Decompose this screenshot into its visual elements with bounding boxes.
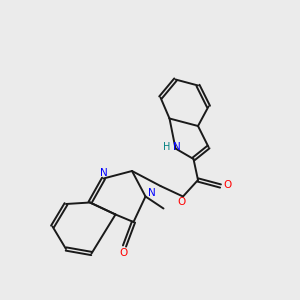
Text: N: N bbox=[100, 167, 107, 178]
Text: O: O bbox=[177, 197, 186, 207]
Text: O: O bbox=[119, 248, 127, 258]
Text: N: N bbox=[148, 188, 155, 199]
Text: O: O bbox=[223, 180, 231, 190]
Text: H: H bbox=[164, 142, 171, 152]
Text: N: N bbox=[173, 142, 181, 152]
